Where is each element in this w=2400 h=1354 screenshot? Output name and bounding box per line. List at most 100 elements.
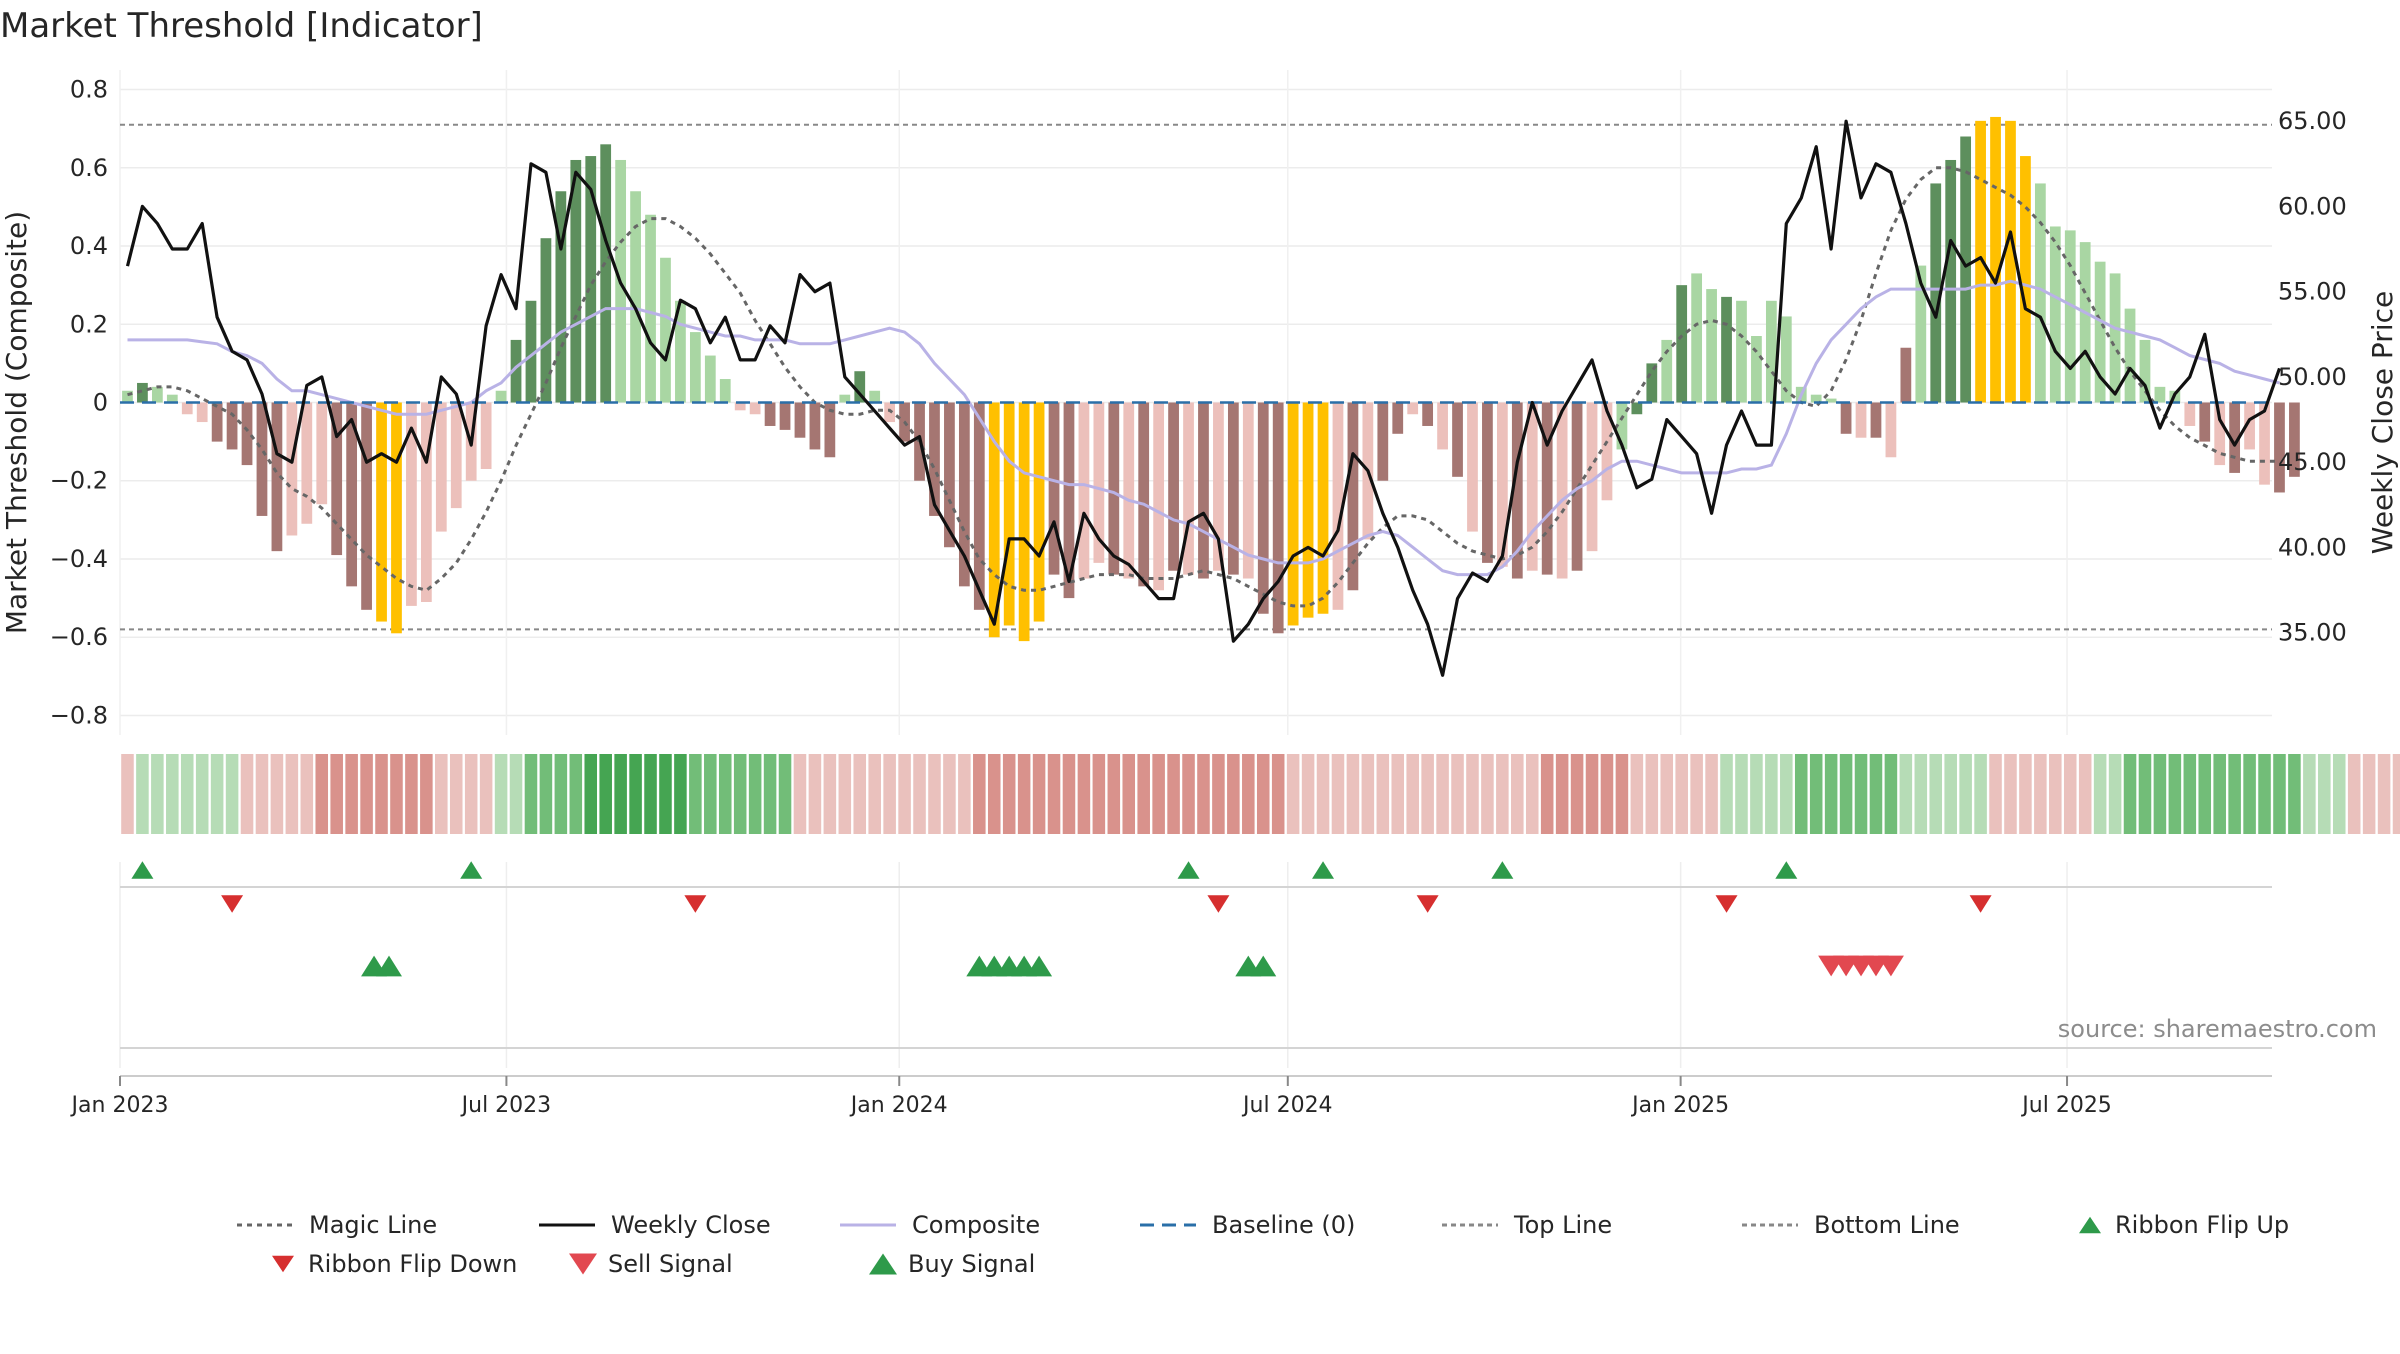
ribbon-cell: [1944, 754, 1957, 834]
threshold-bar: [764, 402, 776, 426]
legend-label: Weekly Close: [611, 1211, 771, 1239]
ribbon-cell: [1720, 754, 1733, 834]
threshold-bar: [1437, 402, 1448, 450]
left-tick-label: 0.4: [70, 232, 108, 260]
threshold-bar: [166, 394, 178, 403]
threshold-bar: [585, 156, 597, 403]
ribbon-cell: [1107, 754, 1121, 834]
threshold-bar: [2199, 402, 2211, 442]
ribbon-cell: [166, 754, 179, 834]
ribbon-cell: [1436, 754, 1449, 834]
threshold-bar: [406, 402, 417, 606]
threshold-bar: [301, 402, 313, 524]
threshold-bar: [824, 402, 836, 458]
threshold-bar: [689, 332, 701, 403]
ribbon-cell: [883, 754, 896, 834]
threshold-bar: [1452, 402, 1463, 477]
ribbon-cell: [1032, 754, 1046, 834]
ribbon-cell: [524, 754, 538, 834]
ribbon-cell: [2138, 754, 2152, 834]
legend-label: Baseline (0): [1212, 1211, 1355, 1239]
ribbon-cell: [1735, 754, 1748, 834]
threshold-bar: [1272, 402, 1284, 634]
threshold-bar: [1810, 394, 1822, 403]
legend-item: Composite: [840, 1211, 1040, 1239]
ribbon-cell: [2332, 754, 2346, 834]
threshold-bar: [181, 402, 193, 415]
threshold-bar: [1751, 336, 1762, 403]
legend-label: Magic Line: [309, 1211, 437, 1239]
ribbon-flip-up-marker: [1312, 861, 1335, 879]
ribbon-cell: [1839, 754, 1853, 834]
threshold-bar: [1511, 402, 1523, 579]
ribbon-cell: [1959, 754, 1972, 834]
legend-item: Sell Signal: [569, 1250, 733, 1278]
threshold-bar: [958, 402, 970, 587]
ribbon-cell: [2123, 754, 2137, 834]
threshold-bar: [1601, 402, 1613, 501]
threshold-bar: [241, 402, 253, 466]
threshold-bar: [450, 402, 462, 509]
ribbon-cell: [1391, 754, 1405, 834]
ribbon-cell: [1017, 754, 1031, 834]
legend-label: Sell Signal: [608, 1250, 733, 1278]
ribbon-cell: [2213, 754, 2226, 834]
ribbon-cell: [1062, 754, 1076, 834]
threshold-bar: [1870, 402, 1882, 438]
threshold-bar: [1706, 289, 1717, 403]
threshold-bar: [1018, 402, 1030, 642]
ribbon-cell: [1256, 754, 1270, 834]
buy-signal-marker: [1250, 955, 1277, 977]
threshold-bar: [1153, 402, 1165, 591]
ribbon-flip-up-marker: [1177, 861, 1200, 879]
ribbon-cell: [2273, 754, 2286, 834]
ribbon-cell: [539, 754, 553, 834]
ribbon-cell: [1615, 754, 1629, 834]
threshold-bar: [122, 390, 133, 403]
threshold-bar: [196, 402, 208, 423]
ribbon-cell: [300, 754, 314, 834]
threshold-bar: [973, 402, 985, 610]
threshold-bar: [2274, 402, 2285, 493]
ribbon-cell: [121, 754, 134, 834]
legend-swatch: [869, 1253, 897, 1275]
threshold-bar: [2154, 386, 2166, 403]
threshold-bar: [1033, 402, 1045, 622]
ribbon-cell: [1466, 754, 1479, 834]
ribbon-cell: [1227, 754, 1240, 834]
threshold-bar: [1257, 402, 1269, 614]
threshold-bar: [1945, 159, 1957, 403]
ribbon-cell: [1705, 754, 1718, 834]
ribbon-cell: [240, 754, 254, 834]
ribbon-cell: [285, 754, 299, 834]
x-axis: Jan 2023 Jul 2023 Jan 2024 Jul 2024 Jan 2025…: [70, 1075, 2272, 1118]
buy-signal-marker: [1026, 955, 1053, 977]
ribbon-cell: [315, 754, 329, 834]
ribbon-cell: [1271, 754, 1285, 834]
ribbon-cell: [1047, 754, 1061, 834]
ribbon-cell: [1316, 754, 1330, 834]
ribbon-cell: [913, 754, 926, 834]
ribbon-cell: [2049, 754, 2062, 834]
ribbon-cell: [435, 754, 448, 834]
threshold-bar: [600, 144, 612, 403]
left-tick-label: −0.2: [50, 467, 108, 495]
ribbon-cell: [1645, 754, 1659, 834]
ribbon-cell: [1152, 754, 1165, 834]
ribbon-cell: [928, 754, 941, 834]
threshold-bar: [1676, 285, 1688, 403]
ribbon-cell: [255, 754, 269, 834]
threshold-bar: [1332, 402, 1344, 610]
x-tick-label: Jul 2024: [1241, 1093, 1333, 1118]
threshold-bar: [660, 257, 671, 403]
ribbon-cell: [614, 754, 627, 834]
threshold-bar: [570, 159, 582, 403]
threshold-bar: [2005, 120, 2016, 403]
threshold-bar: [1467, 402, 1478, 532]
threshold-bar: [734, 402, 746, 411]
ribbon-cell: [2303, 754, 2316, 834]
ribbon-cell: [1555, 754, 1569, 834]
ribbon-flip-up-marker: [131, 861, 154, 879]
threshold-bar: [435, 402, 447, 532]
threshold-bar: [1526, 402, 1538, 571]
